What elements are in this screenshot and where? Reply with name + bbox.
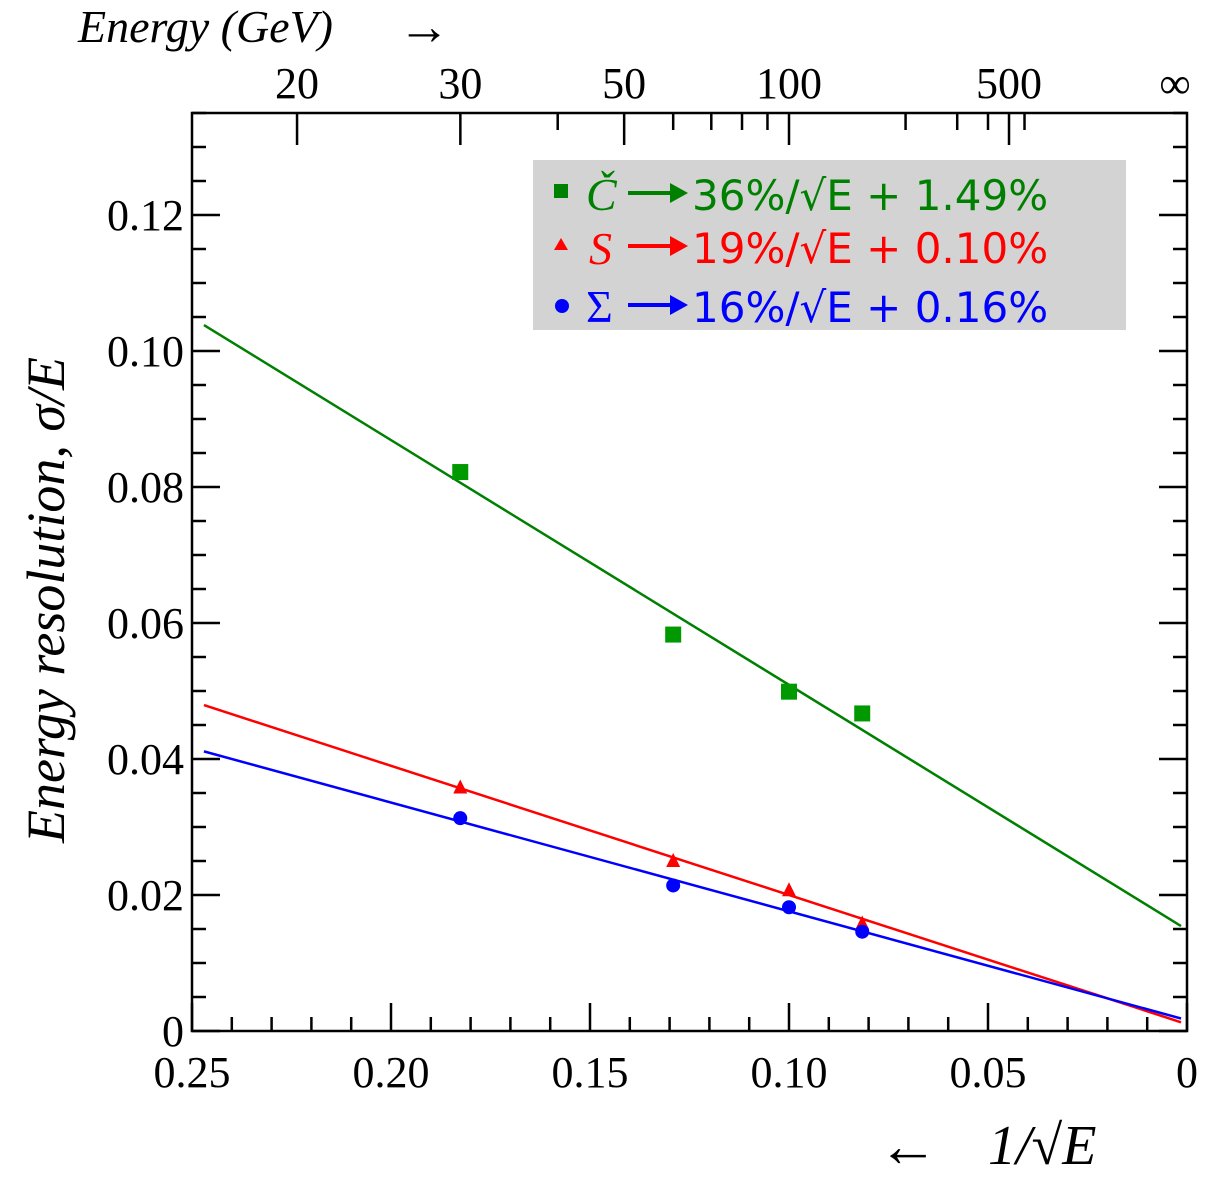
y-axis-tick-label: 0.12 bbox=[107, 191, 184, 240]
data-point-circle bbox=[782, 900, 796, 915]
data-point-circle bbox=[453, 811, 468, 826]
x-axis-label: 1/√E bbox=[988, 1115, 1097, 1177]
data-point-square bbox=[665, 626, 682, 643]
x-axis-tick-label: 0.10 bbox=[751, 1048, 828, 1097]
legend-fit-scintillation: 19%/√E + 0.10% bbox=[692, 224, 1048, 273]
x-axis-tick-label: 0.05 bbox=[950, 1048, 1027, 1097]
legend-arrowhead-cerenkov bbox=[670, 183, 688, 203]
legend-marker-cerenkov bbox=[554, 184, 568, 198]
legend-series-name-cerenkov: Č bbox=[586, 169, 618, 220]
data-point-circle bbox=[666, 878, 681, 893]
fit-line-0 bbox=[203, 323, 1182, 928]
y-axis-tick-label: 0.06 bbox=[107, 599, 184, 648]
data-point-triangle bbox=[782, 882, 796, 897]
top-axis-tick-label: ∞ bbox=[1159, 59, 1190, 108]
legend: Č 36%/√E + 1.49% S 19%/√E + 0.10% Σ 16%/… bbox=[533, 160, 1126, 332]
data-points bbox=[452, 464, 871, 939]
data-point-triangle bbox=[453, 779, 468, 794]
top-axis-tick-label: 30 bbox=[438, 59, 482, 108]
legend-marker-scintillation bbox=[554, 238, 568, 250]
y-axis-tick-label: 0.04 bbox=[107, 735, 184, 784]
data-point-square bbox=[781, 683, 797, 700]
data-point-triangle bbox=[666, 853, 681, 867]
data-point-circle bbox=[855, 924, 870, 939]
fit-lines bbox=[203, 323, 1182, 1024]
top-axis-tick-label: 50 bbox=[602, 59, 646, 108]
x-axis-tick-label: 0.25 bbox=[154, 1048, 231, 1097]
top-axis-arrow: → bbox=[398, 0, 450, 56]
y-axis-tick-label: 0.02 bbox=[107, 871, 184, 920]
x-axis-ticks bbox=[190, 1003, 1189, 1031]
y-axis-label: Energy resolution, σ/E bbox=[16, 357, 76, 844]
legend-fit-cerenkov: 36%/√E + 1.49% bbox=[692, 171, 1048, 220]
x-axis-tick-label: 0.20 bbox=[353, 1048, 430, 1097]
y-axis-tick-label: 0.08 bbox=[107, 463, 184, 512]
top-axis-tick-labels: 20 30 50 100 500 ∞ bbox=[275, 59, 1191, 108]
top-axis-tick-label: 500 bbox=[976, 59, 1042, 108]
legend-arrowhead-scintillation bbox=[670, 236, 688, 256]
x-axis-arrow: ← bbox=[878, 1113, 938, 1179]
y-axis-tick-labels: 0 0.02 0.04 0.06 0.08 0.10 0.12 bbox=[107, 191, 184, 1056]
top-axis-tick-label: 20 bbox=[275, 59, 319, 108]
legend-marker-sum bbox=[555, 299, 569, 313]
y-axis-tick-label: 0.10 bbox=[107, 327, 184, 376]
top-axis-ticks bbox=[295, 113, 1026, 145]
legend-fit-sum: 16%/√E + 0.16% bbox=[692, 283, 1048, 332]
data-point-square bbox=[854, 705, 871, 722]
top-axis-tick-label: 100 bbox=[756, 59, 822, 108]
y-axis-tick-label: 0 bbox=[162, 1007, 184, 1056]
x-axis-tick-labels: 0.25 0.20 0.15 0.10 0.05 0 bbox=[154, 1048, 1199, 1097]
legend-series-name-sum: Σ bbox=[586, 281, 613, 332]
legend-series-name-scintillation: S bbox=[589, 223, 612, 274]
fit-line-1 bbox=[203, 703, 1182, 1024]
plot-frame bbox=[190, 111, 1189, 1033]
legend-arrowhead-sum bbox=[670, 295, 688, 315]
top-axis-label: Energy (GeV) bbox=[77, 1, 333, 52]
x-axis-tick-label: 0.15 bbox=[552, 1048, 629, 1097]
data-point-square bbox=[452, 464, 469, 481]
x-axis-tick-label: 0 bbox=[1176, 1048, 1198, 1097]
fit-line-2 bbox=[203, 750, 1182, 1020]
